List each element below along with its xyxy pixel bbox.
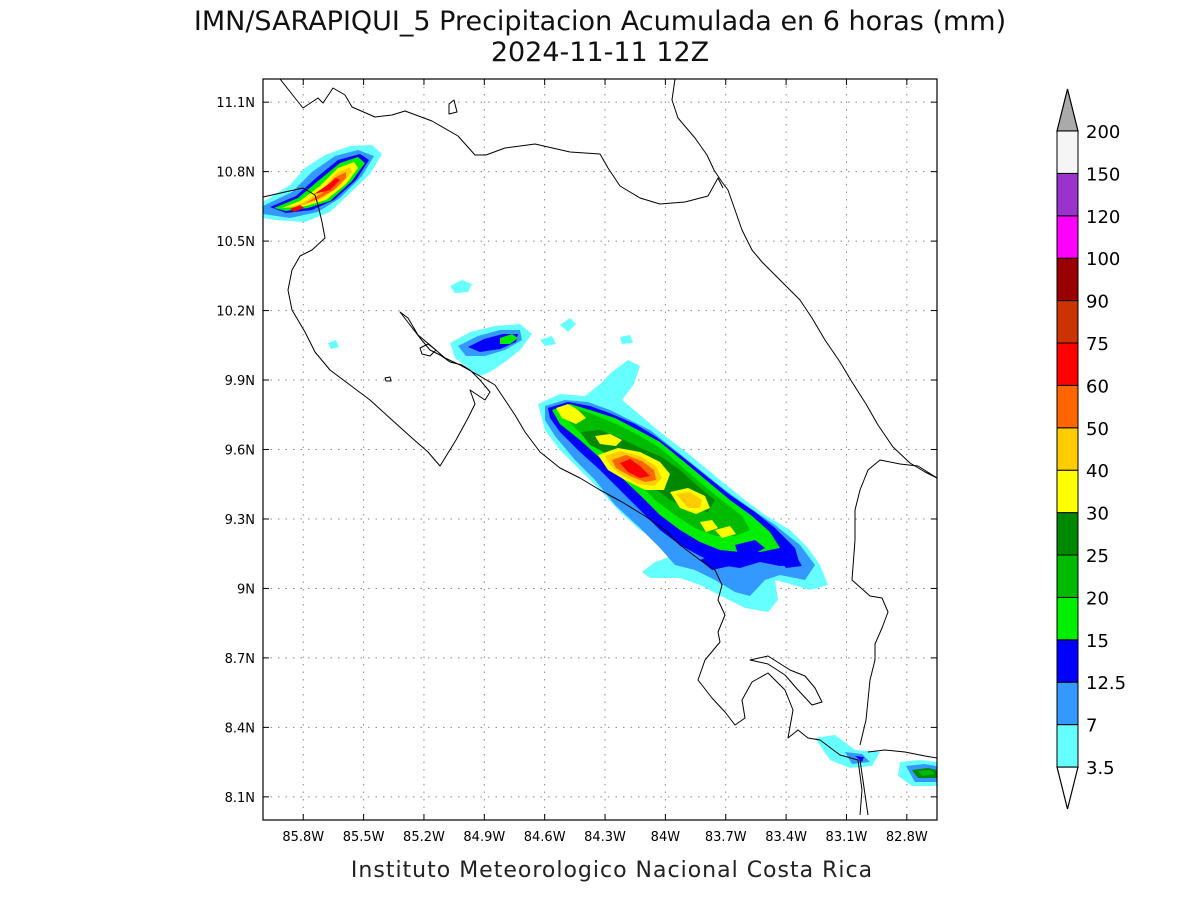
colorbar-swatch [1056,384,1079,429]
precip-spot-a [450,280,472,293]
latitude-axis: 8.1N 8.4N 8.7N 9N 9.3N 9.6N 9.9N 10.2N 10.5N 10.8… [216,96,937,806]
lat-tick-label: 11.1N [216,96,255,111]
lon-tick-label: 83.4W [765,830,807,845]
lat-tick-label: 9.9N [225,374,255,389]
lon-tick-label: 83.7W [705,830,747,845]
lat-tick-label: 10.8N [216,166,255,181]
colorbar-swatch [1056,342,1079,386]
precip-cell-central [450,324,532,376]
precip-spot-c [540,336,556,346]
lon-tick-label: 84.6W [524,830,566,845]
colorbar-swatch [1056,427,1079,471]
precipitation-field [263,145,937,786]
colorbar-swatch [1056,257,1079,302]
map-title-line2: 2024-11-11 12Z [491,37,709,68]
colorbar-label: 3.5 [1086,758,1115,779]
colorbar-label: 12.5 [1086,673,1126,694]
map-title-line1: IMN/SARAPIQUI_5 Precipitacion Acumulada … [194,6,1006,37]
precip-rainband-main [538,360,828,612]
lon-tick-label: 84.3W [584,830,626,845]
lon-tick-label: 85.2W [403,830,445,845]
precip-cell-south [815,735,937,786]
colorbar-swatch [1056,681,1079,726]
colorbar-swatch [1056,215,1079,259]
colorbar-upper-arrow [1056,88,1079,132]
colorbar-label: 20 [1086,588,1109,609]
precipitation-colorbar: 3.5 7 12.5 15 20 25 30 40 50 60 75 90 100 120 150 200 [1056,88,1126,810]
colorbar-label: 200 [1086,122,1120,143]
lat-tick-label: 9N [237,582,255,597]
colorbar-label: 15 [1086,631,1109,652]
lon-tick-label: 85.5W [343,830,385,845]
colorbar-swatch [1056,172,1079,217]
lat-tick-label: 8.4N [225,721,255,736]
precip-cell-northwest [263,145,382,222]
colorbar-swatch [1056,512,1079,556]
lat-tick-label: 9.3N [225,513,255,528]
colorbar-label: 120 [1086,207,1120,228]
lon-tick-label: 83.1W [826,830,868,845]
colorbar-swatch [1056,130,1079,174]
colorbar-label: 30 [1086,504,1109,525]
precip-spot-b [328,340,339,349]
lat-tick-label: 8.1N [225,791,255,806]
lat-tick-label: 9.6N [225,444,255,459]
colorbar-label: 60 [1086,376,1109,397]
colorbar-swatch [1056,554,1079,598]
colorbar-swatch [1056,596,1079,641]
colorbar-swatch [1056,639,1079,683]
colorbar-label: 7 [1086,716,1097,737]
lat-tick-label: 10.2N [216,305,255,320]
colorbar-swatch [1056,724,1079,768]
lon-tick-label: 84W [651,830,681,845]
precip-spot-e [620,335,633,344]
colorbar-label: 150 [1086,164,1120,185]
colorbar-swatch [1056,300,1079,344]
lon-tick-label: 82.8W [886,830,928,845]
coastlines [263,79,937,816]
colorbar-swatch [1056,469,1079,514]
colorbar-label: 50 [1086,419,1109,440]
longitude-axis: 85.8W 85.5W 85.2W 84.9W 84.6W 84.3W 84W 83.7W 83… [282,79,928,845]
colorbar-label: 75 [1086,334,1109,355]
colorbar-label: 90 [1086,292,1109,313]
precip-spot-d [560,318,576,332]
colorbar-label: 25 [1086,546,1109,567]
lat-tick-label: 8.7N [225,652,255,667]
lon-tick-label: 84.9W [463,830,505,845]
credit-text: Instituto Meteorologico Nacional Costa R… [351,858,873,883]
colorbar-lower-arrow [1056,766,1079,810]
colorbar-label: 100 [1086,249,1120,270]
lon-tick-label: 85.8W [282,830,324,845]
lat-tick-label: 10.5N [216,235,255,250]
colorbar-label: 40 [1086,461,1109,482]
